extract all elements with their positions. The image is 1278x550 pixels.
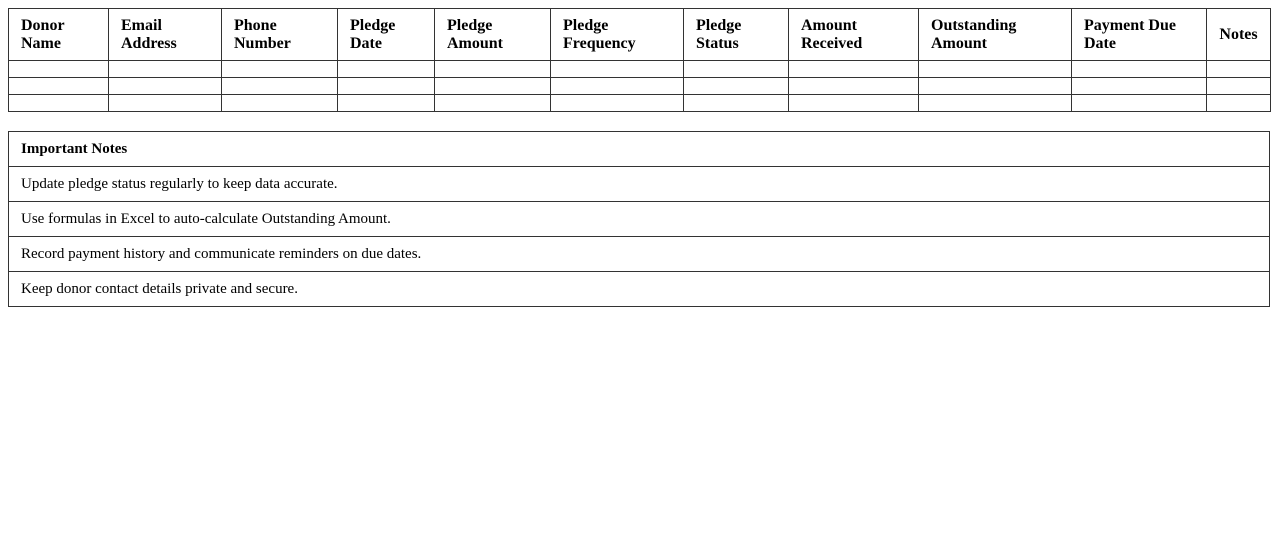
table-cell[interactable]: [8, 94, 109, 112]
table-cell[interactable]: [8, 60, 109, 78]
table-cell[interactable]: [337, 77, 435, 95]
table-cell[interactable]: [1071, 94, 1207, 112]
table-cell[interactable]: [221, 60, 338, 78]
table-cell[interactable]: [8, 77, 109, 95]
table-row: [8, 94, 1271, 112]
table-cell[interactable]: [337, 94, 435, 112]
column-header: Notes: [1206, 8, 1271, 61]
column-header: Pledge Date: [337, 8, 435, 61]
table-cell[interactable]: [788, 94, 919, 112]
page: Donor Name Email Address Phone Number Pledg…: [8, 8, 1271, 307]
column-header: Amount Received: [788, 8, 919, 61]
note-item: Record payment history and communicate r…: [8, 236, 1270, 272]
table-cell[interactable]: [550, 94, 684, 112]
column-header: Donor Name: [8, 8, 109, 61]
table-cell[interactable]: [108, 77, 222, 95]
table-cell[interactable]: [1071, 60, 1207, 78]
table-cell[interactable]: [337, 60, 435, 78]
column-header: Email Address: [108, 8, 222, 61]
table-cell[interactable]: [434, 94, 551, 112]
table-cell[interactable]: [918, 60, 1072, 78]
table-cell[interactable]: [1206, 60, 1271, 78]
table-cell[interactable]: [788, 60, 919, 78]
table-cell[interactable]: [108, 60, 222, 78]
column-header: Pledge Status: [683, 8, 789, 61]
note-item: Use formulas in Excel to auto-calculate …: [8, 201, 1270, 237]
table-cell[interactable]: [918, 94, 1072, 112]
table-cell[interactable]: [683, 77, 789, 95]
column-header: Pledge Amount: [434, 8, 551, 61]
table-cell[interactable]: [1206, 94, 1271, 112]
table-cell[interactable]: [108, 94, 222, 112]
notes-title: Important Notes: [8, 131, 1270, 167]
table-row: [8, 77, 1271, 95]
table-row: [8, 60, 1271, 78]
table-cell[interactable]: [1071, 77, 1207, 95]
note-item: Keep donor contact details private and s…: [8, 271, 1270, 307]
column-header: Payment Due Date: [1071, 8, 1207, 61]
table-cell[interactable]: [788, 77, 919, 95]
table-cell[interactable]: [1206, 77, 1271, 95]
column-header: Phone Number: [221, 8, 338, 61]
pledge-table: Donor Name Email Address Phone Number Pledg…: [8, 8, 1271, 112]
note-item: Update pledge status regularly to keep d…: [8, 166, 1270, 202]
table-cell[interactable]: [434, 77, 551, 95]
table-cell[interactable]: [683, 94, 789, 112]
table-cell[interactable]: [434, 60, 551, 78]
table-cell[interactable]: [221, 77, 338, 95]
table-cell[interactable]: [683, 60, 789, 78]
column-header: Outstanding Amount: [918, 8, 1072, 61]
column-header: Pledge Frequency: [550, 8, 684, 61]
header-row: Donor Name Email Address Phone Number Pledg…: [8, 8, 1271, 61]
table-cell[interactable]: [550, 77, 684, 95]
table-cell[interactable]: [918, 77, 1072, 95]
table-cell[interactable]: [221, 94, 338, 112]
important-notes-table: Important Notes Update pledge status reg…: [8, 131, 1270, 307]
table-cell[interactable]: [550, 60, 684, 78]
